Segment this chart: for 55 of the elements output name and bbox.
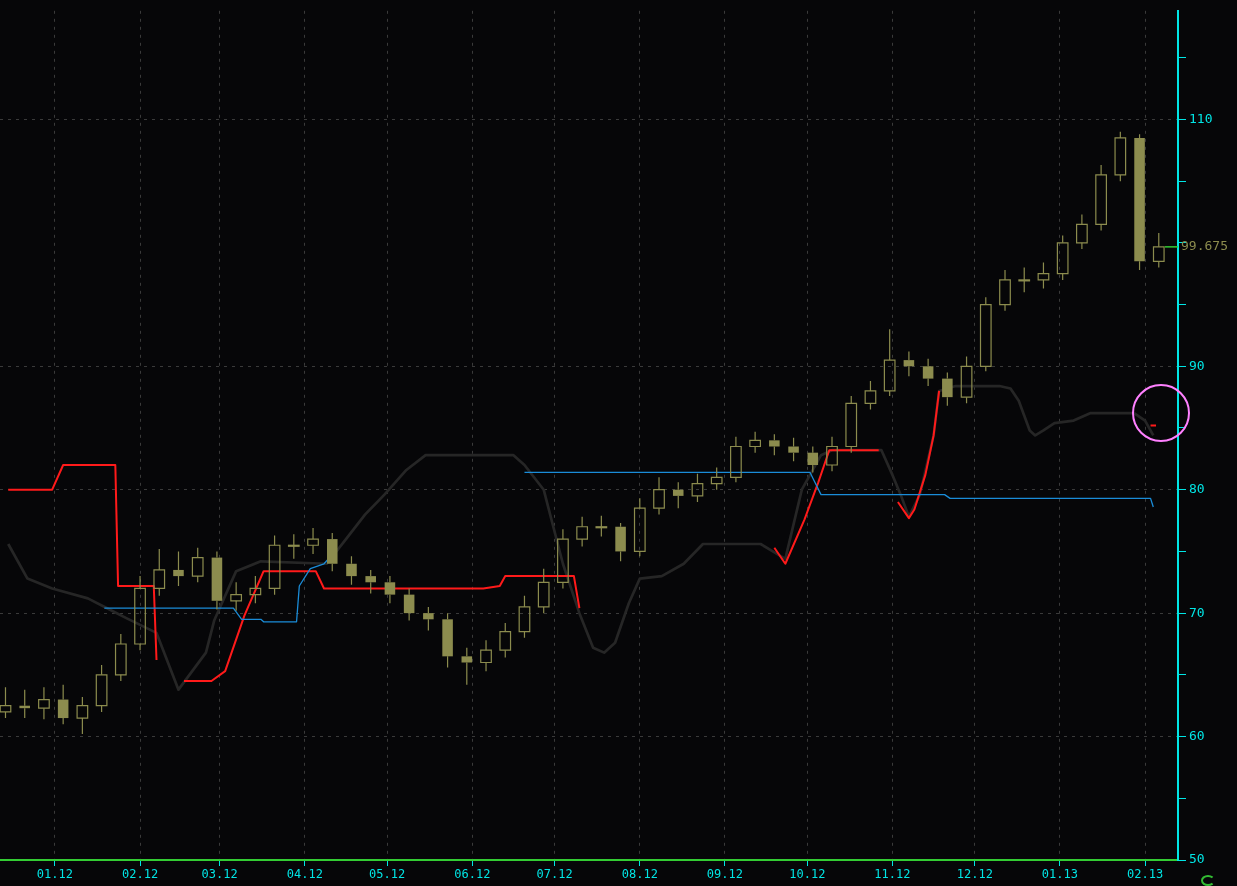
candlestick <box>826 436 838 472</box>
y-tick-label: 80 <box>1189 481 1205 497</box>
candlestick <box>576 516 589 548</box>
y-tick-label: 90 <box>1189 357 1205 373</box>
candlestick <box>1095 164 1107 232</box>
x-tick-label: 10.12 <box>789 867 826 882</box>
candlestick <box>557 528 569 590</box>
y-tick-label: 70 <box>1189 604 1205 620</box>
candlestick <box>1018 266 1031 293</box>
annotation: 99.675 <box>1181 238 1228 254</box>
y-tick-label: 60 <box>1189 727 1205 743</box>
candlestick <box>749 431 762 454</box>
candlestick <box>403 587 415 622</box>
x-tick-label: 02.13 <box>1126 867 1164 882</box>
candlestick <box>76 696 89 735</box>
x-tick-label: 07.12 <box>536 867 573 882</box>
candlestick <box>0 686 12 719</box>
candlestick <box>307 527 319 555</box>
candlestick <box>57 684 69 725</box>
candlestick <box>922 358 934 387</box>
candlestick <box>230 581 243 612</box>
candlestick <box>287 533 300 560</box>
x-tick-label: 12.12 <box>956 867 993 882</box>
candlestick <box>1152 232 1165 269</box>
x-tick-label: 05.12 <box>369 867 406 882</box>
x-tick-label: 09.12 <box>706 867 743 882</box>
x-tick-label: 03.12 <box>201 867 238 882</box>
candlestick <box>672 481 684 509</box>
candlestick <box>249 575 262 604</box>
candlestick <box>211 550 223 611</box>
candlestick <box>480 639 492 672</box>
x-tick-label: 01.13 <box>1041 867 1078 882</box>
candlestick <box>883 328 896 397</box>
candlestick <box>384 575 396 604</box>
x-tick-label: 01.12 <box>36 867 73 882</box>
x-tick-label: 08.12 <box>621 867 658 882</box>
candlestick <box>134 575 146 651</box>
candlestick <box>173 550 184 587</box>
candlestick <box>903 350 915 377</box>
y-tick-label: 110 <box>1189 110 1213 126</box>
candlestick <box>653 476 665 515</box>
x-tick-label: 02.12 <box>121 867 159 882</box>
y-tick-label: 50 <box>1189 851 1205 867</box>
candlestick <box>1076 213 1088 250</box>
candlestick <box>730 436 742 483</box>
x-tick-label: 11.12 <box>874 867 911 882</box>
candlestick <box>1037 262 1050 290</box>
x-tick-label: 04.12 <box>286 867 323 882</box>
candlestick <box>153 548 166 597</box>
candlestick <box>595 515 608 538</box>
candlestick <box>38 686 50 720</box>
candlestick <box>537 568 550 614</box>
candlestick <box>999 269 1011 312</box>
candlestick <box>461 647 473 686</box>
x-tick-label: 06.12 <box>454 867 491 882</box>
